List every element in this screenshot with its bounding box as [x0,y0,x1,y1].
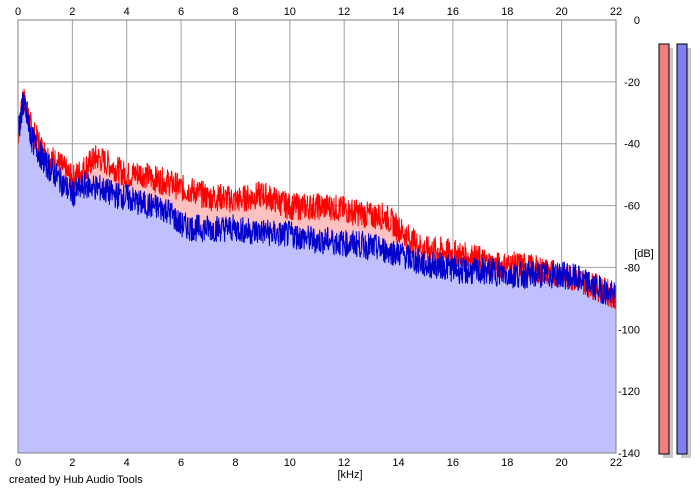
x-tick-label-top: 10 [284,6,296,18]
y-tick-label: 0 [634,15,640,27]
x-tick-labels-top: 0 2 4 6 8 10 12 14 16 18 20 22 [15,6,622,18]
x-tick-label-bottom: 12 [338,457,350,469]
y-axis-label: [dB] [634,248,654,260]
y-tick-label: -20 [624,77,640,89]
x-tick-label-top: 16 [447,6,459,18]
meter-red [658,43,670,455]
x-tick-label-bottom: 22 [610,457,622,469]
y-tick-labels: 0 -20 -40 -60 -80 -100 -120 -140 [618,15,640,460]
x-tick-label-top: 20 [556,6,568,18]
series-lines [17,88,617,310]
x-tick-label-top: 12 [338,6,350,18]
x-tick-label-top: 8 [232,6,238,18]
series-red-line [17,88,617,310]
y-tick-label: -100 [618,324,640,336]
y-tick-label: -60 [624,201,640,213]
x-tick-label-top: 14 [392,6,404,18]
series-blue-fill [18,92,616,453]
meter-blue [676,43,688,455]
x-tick-label-bottom: 6 [178,457,184,469]
plot-border [17,19,617,454]
x-tick-label-top: 18 [501,6,513,18]
x-axis-label: [kHz] [337,469,362,481]
x-tick-labels-bottom: 0 2 4 6 8 10 12 14 16 18 20 22 [15,457,622,469]
y-tick-label: -80 [624,262,640,274]
y-tick-label: -120 [618,386,640,398]
credit-text: created by Hub Audio Tools [9,474,143,486]
x-tick-label-bottom: 8 [232,457,238,469]
x-tick-label-bottom: 16 [447,457,459,469]
x-tick-label-bottom: 2 [69,457,75,469]
x-tick-label-top: 2 [69,6,75,18]
x-tick-label-top: 22 [610,6,622,18]
x-tick-label-bottom: 4 [124,457,130,469]
x-tick-label-bottom: 20 [556,457,568,469]
series-blue-line [17,92,617,308]
x-tick-label-bottom: 14 [392,457,404,469]
x-tick-label-bottom: 18 [501,457,513,469]
x-tick-label-top: 0 [15,6,21,18]
x-tick-label-top: 4 [124,6,130,18]
x-tick-label-bottom: 10 [284,457,296,469]
level-meters [658,43,691,458]
x-tick-label-bottom: 0 [15,457,21,469]
y-tick-label: -40 [624,139,640,151]
y-tick-label: -140 [618,448,640,460]
x-tick-label-top: 6 [178,6,184,18]
